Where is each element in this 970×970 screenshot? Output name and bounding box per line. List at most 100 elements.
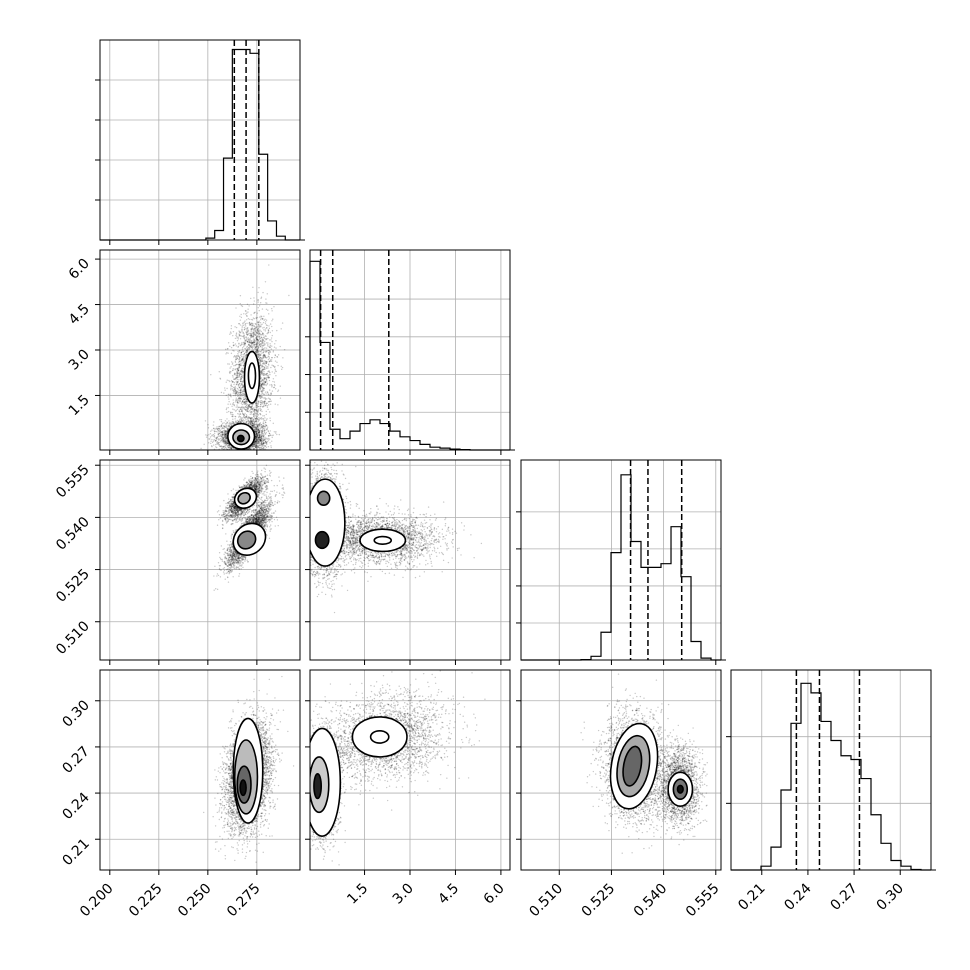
sample-point <box>269 359 272 361</box>
sample-point <box>276 355 278 358</box>
sample-point <box>260 371 262 373</box>
sample-point <box>237 367 239 369</box>
sample-point <box>233 453 234 454</box>
sample-point <box>245 452 246 453</box>
sample-point <box>251 328 253 331</box>
sample-point <box>238 410 240 412</box>
sample-point <box>265 378 267 380</box>
sample-point <box>263 350 265 352</box>
sample-point <box>248 322 251 324</box>
sample-point <box>269 403 272 405</box>
sample-point <box>241 381 243 383</box>
sample-point <box>218 439 220 441</box>
sample-point <box>255 348 257 351</box>
sample-point <box>240 360 242 362</box>
sample-point <box>253 422 256 424</box>
sample-point <box>226 421 229 424</box>
sample-point <box>227 342 230 344</box>
sample-point <box>241 330 243 333</box>
sample-point <box>242 393 245 396</box>
sample-point <box>254 322 256 325</box>
sample-point <box>242 371 244 374</box>
panel-bg <box>100 40 300 240</box>
sample-point <box>242 399 244 402</box>
sample-point <box>259 422 262 424</box>
sample-point <box>265 381 268 383</box>
sample-point <box>239 413 242 415</box>
sample-point <box>248 404 250 407</box>
sample-point <box>220 418 223 421</box>
sample-point <box>243 401 245 404</box>
sample-point <box>253 450 254 451</box>
sample-point <box>243 398 245 401</box>
sample-point <box>262 379 264 381</box>
sample-point <box>248 403 251 406</box>
sample-point <box>234 394 237 397</box>
sample-point <box>227 348 229 350</box>
sample-point <box>253 325 255 327</box>
sample-point <box>237 376 240 378</box>
sample-point <box>256 349 258 351</box>
sample-point <box>262 389 264 391</box>
sample-point <box>236 387 239 390</box>
sample-point <box>263 446 265 449</box>
sample-point <box>240 453 241 454</box>
sample-point <box>269 350 271 352</box>
sample-point <box>241 341 243 344</box>
sample-point <box>258 354 260 356</box>
sample-point <box>264 397 266 399</box>
sample-point <box>258 309 260 312</box>
sample-point <box>250 345 252 347</box>
sample-point <box>245 350 248 352</box>
sample-point <box>257 329 259 332</box>
sample-point <box>250 340 253 342</box>
sample-point <box>256 349 258 351</box>
sample-point <box>267 393 270 396</box>
sample-point <box>264 342 266 345</box>
sample-point <box>249 409 252 411</box>
sample-point <box>261 348 263 350</box>
sample-point <box>233 452 234 453</box>
sample-point <box>262 401 264 404</box>
sample-point <box>233 373 236 375</box>
sample-point <box>268 398 271 400</box>
sample-point <box>230 411 232 414</box>
sample-point <box>252 424 255 426</box>
sample-point <box>251 405 253 408</box>
sample-point <box>229 452 230 453</box>
sample-point <box>240 351 242 354</box>
sample-point <box>228 444 231 446</box>
sample-point <box>236 367 238 370</box>
sample-point <box>258 336 260 338</box>
sample-point <box>238 365 241 368</box>
sample-point <box>255 323 257 326</box>
sample-point <box>252 443 255 445</box>
sample-point <box>260 372 262 374</box>
sample-point <box>264 429 266 432</box>
sample-point <box>259 405 262 408</box>
sample-point <box>243 392 245 395</box>
sample-point <box>235 391 237 393</box>
sample-point <box>237 398 240 400</box>
sample-point <box>241 401 243 404</box>
sample-point <box>218 451 219 452</box>
sample-point <box>253 317 256 320</box>
sample-point <box>260 344 262 346</box>
sample-point <box>258 343 261 346</box>
sample-point <box>257 440 260 443</box>
sample-point <box>238 391 240 394</box>
sample-point <box>242 454 243 455</box>
sample-point <box>242 407 245 409</box>
sample-point <box>241 370 244 373</box>
sample-point <box>235 387 237 389</box>
sample-point <box>242 395 244 397</box>
sample-point <box>239 376 241 378</box>
sample-point <box>262 403 264 405</box>
sample-point <box>235 392 238 394</box>
sample-point <box>253 418 255 420</box>
sample-point <box>241 400 244 403</box>
sample-point <box>251 403 253 406</box>
sample-point <box>261 386 263 388</box>
sample-point <box>238 360 241 362</box>
sample-point <box>266 376 268 379</box>
